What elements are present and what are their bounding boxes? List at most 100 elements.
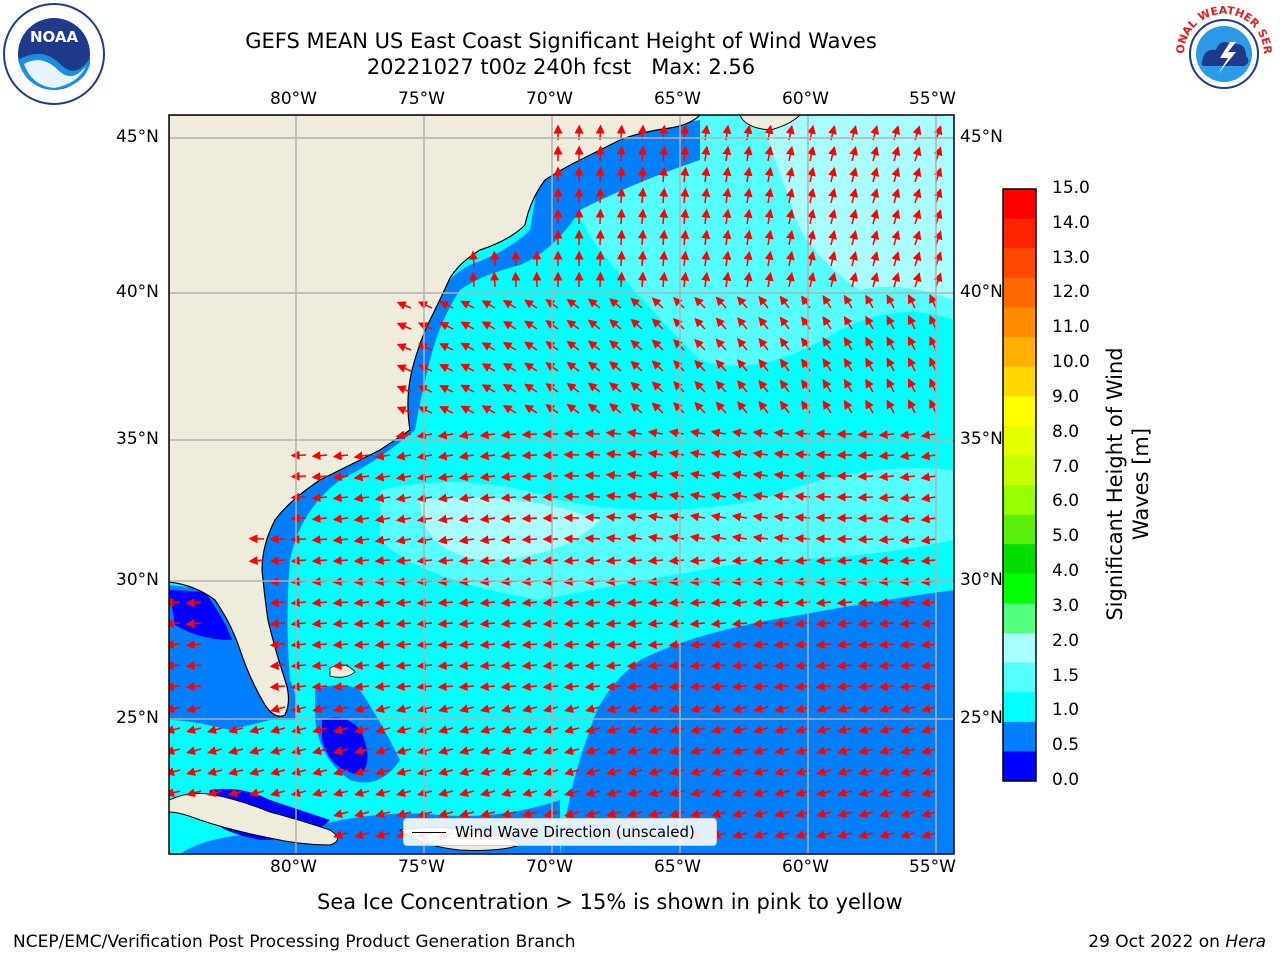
wind-wave-arrow xyxy=(668,491,685,501)
footer-date: 29 Oct 2022 on Hera xyxy=(1088,932,1266,952)
wind-wave-arrow xyxy=(857,471,874,481)
wind-wave-arrow xyxy=(374,682,391,692)
wind-wave-arrow xyxy=(169,661,181,671)
wind-wave-arrow xyxy=(566,382,580,393)
wind-wave-arrow xyxy=(710,449,727,459)
wind-wave-arrow xyxy=(899,598,916,608)
wind-wave-arrow xyxy=(249,725,265,735)
wind-wave-arrow xyxy=(701,187,711,204)
wind-wave-arrow xyxy=(815,619,832,629)
wind-wave-arrow xyxy=(816,767,832,777)
wind-wave-arrow xyxy=(773,491,790,501)
wind-wave-arrow xyxy=(291,725,307,735)
wind-wave-arrow xyxy=(743,229,753,246)
wind-wave-arrow xyxy=(865,399,874,414)
wind-wave-arrow xyxy=(731,428,748,438)
wind-wave-arrow xyxy=(773,598,790,608)
wind-wave-arrow xyxy=(437,430,454,440)
wind-wave-arrow xyxy=(891,146,901,162)
lat-label-right: 25°N xyxy=(960,708,1003,728)
wind-wave-arrow xyxy=(764,229,774,246)
wind-wave-arrow xyxy=(269,598,286,608)
wind-wave-arrow xyxy=(521,534,538,544)
wind-wave-arrow xyxy=(627,725,643,735)
colorbar-segment xyxy=(1003,396,1036,427)
wind-wave-arrow xyxy=(169,682,181,692)
wind-wave-arrow xyxy=(668,598,685,608)
colorbar-segment xyxy=(1003,337,1036,368)
wind-wave-arrow xyxy=(673,381,685,393)
wind-wave-arrow xyxy=(186,788,202,798)
wind-wave-arrow xyxy=(849,272,858,288)
wind-wave-arrow xyxy=(743,187,753,204)
wind-wave-arrow xyxy=(722,229,732,246)
wind-wave-arrow xyxy=(333,809,349,819)
wind-wave-arrow xyxy=(843,399,853,414)
wind-wave-arrow xyxy=(886,357,895,372)
wind-wave-arrow xyxy=(710,470,727,480)
wind-wave-arrow xyxy=(396,746,412,756)
wind-wave-arrow xyxy=(690,746,706,756)
colorbar-segment xyxy=(1003,751,1036,782)
wind-wave-arrow xyxy=(479,472,496,482)
wind-wave-arrow xyxy=(710,640,727,650)
wind-wave-arrow xyxy=(878,430,895,440)
lon-label-top: 65°W xyxy=(654,89,701,109)
wind-wave-arrow xyxy=(870,209,880,225)
wind-wave-arrow xyxy=(731,661,748,671)
wind-wave-arrow xyxy=(816,788,832,798)
wind-wave-arrow xyxy=(743,145,753,162)
wind-wave-arrow xyxy=(637,229,647,246)
wind-wave-arrow xyxy=(849,188,858,204)
wind-wave-arrow xyxy=(609,382,622,393)
wind-wave-arrow xyxy=(773,470,790,480)
wind-wave-arrow xyxy=(908,294,917,309)
wind-wave-arrow xyxy=(521,429,538,439)
wind-wave-arrow xyxy=(458,451,475,461)
wind-wave-arrow xyxy=(785,187,795,204)
wind-wave-arrow xyxy=(732,809,748,819)
wind-wave-arrow xyxy=(228,746,244,756)
wind-wave-arrow xyxy=(737,359,748,372)
wind-wave-arrow xyxy=(878,640,895,650)
wind-wave-arrow xyxy=(417,809,433,819)
wind-wave-arrow xyxy=(458,514,475,524)
wind-wave-arrow xyxy=(785,145,795,162)
wind-wave-arrow xyxy=(843,378,853,393)
wind-wave-arrow xyxy=(521,598,538,608)
wind-wave-arrow xyxy=(311,661,328,671)
wind-wave-arrow xyxy=(627,704,643,714)
wind-wave-arrow xyxy=(921,788,937,798)
wind-wave-arrow xyxy=(416,430,433,440)
wind-wave-arrow xyxy=(270,725,286,735)
chart-title: GEFS MEAN US East Coast Significant Heig… xyxy=(245,29,877,53)
wind-wave-arrow xyxy=(269,619,286,629)
wind-wave-arrow xyxy=(815,429,832,439)
footer-credit: NCEP/EMC/Verification Post Processing Pr… xyxy=(13,932,576,952)
wind-wave-arrow xyxy=(710,533,727,543)
wind-wave-arrow xyxy=(606,767,622,777)
lat-label-left: 45°N xyxy=(116,127,159,147)
wind-wave-arrow xyxy=(837,746,853,756)
wind-wave-arrow xyxy=(701,208,711,225)
wind-wave-arrow xyxy=(689,470,706,480)
wind-wave-arrow xyxy=(731,512,748,522)
wind-wave-arrow xyxy=(779,379,790,393)
wind-wave-arrow xyxy=(500,682,517,692)
wind-wave-arrow xyxy=(806,250,816,267)
wind-wave-arrow xyxy=(490,250,500,267)
wind-wave-arrow xyxy=(332,682,349,692)
wind-wave-arrow xyxy=(822,316,832,330)
wind-wave-arrow xyxy=(806,166,816,183)
wind-wave-arrow xyxy=(437,598,454,608)
wind-wave-arrow xyxy=(828,250,837,267)
wind-wave-arrow xyxy=(480,767,496,777)
wind-wave-arrow xyxy=(395,640,412,650)
wind-wave-arrow xyxy=(479,514,496,524)
wind-wave-arrow xyxy=(207,725,223,735)
lon-label-bottom: 60°W xyxy=(782,857,829,877)
wind-wave-arrow xyxy=(630,318,643,330)
wind-wave-arrow xyxy=(269,640,286,650)
wind-wave-arrow xyxy=(374,619,391,629)
wind-wave-arrow xyxy=(396,809,412,819)
